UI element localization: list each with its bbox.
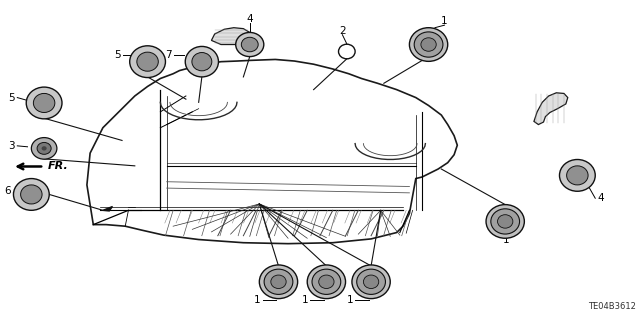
Text: 7: 7 <box>165 50 172 60</box>
Ellipse shape <box>566 166 588 185</box>
Text: 1: 1 <box>441 16 448 26</box>
Ellipse shape <box>319 275 334 288</box>
Ellipse shape <box>185 47 218 77</box>
Text: 2: 2 <box>339 26 346 36</box>
Text: 5: 5 <box>8 93 15 103</box>
Text: TE04B3612: TE04B3612 <box>588 302 636 311</box>
Text: FR.: FR. <box>47 161 68 172</box>
Ellipse shape <box>37 143 51 154</box>
Ellipse shape <box>352 265 390 299</box>
Ellipse shape <box>31 137 57 159</box>
Ellipse shape <box>13 179 49 210</box>
Ellipse shape <box>241 37 258 52</box>
Ellipse shape <box>271 275 286 288</box>
Ellipse shape <box>356 269 385 294</box>
Ellipse shape <box>491 209 520 234</box>
Ellipse shape <box>26 87 62 119</box>
Text: 1: 1 <box>503 234 510 245</box>
Ellipse shape <box>410 28 448 61</box>
Ellipse shape <box>130 46 166 78</box>
Ellipse shape <box>192 53 212 71</box>
Ellipse shape <box>264 269 293 294</box>
Ellipse shape <box>236 33 264 56</box>
Ellipse shape <box>559 160 595 191</box>
Polygon shape <box>103 206 113 211</box>
Text: 4: 4 <box>597 193 604 203</box>
Ellipse shape <box>137 52 158 71</box>
Ellipse shape <box>33 93 55 113</box>
Ellipse shape <box>364 275 379 288</box>
Ellipse shape <box>42 146 47 151</box>
Polygon shape <box>534 93 568 124</box>
Ellipse shape <box>259 265 298 299</box>
Text: 1: 1 <box>347 295 353 305</box>
Ellipse shape <box>414 32 443 57</box>
Text: 4: 4 <box>246 14 253 24</box>
Ellipse shape <box>20 185 42 204</box>
Ellipse shape <box>421 38 436 51</box>
Text: 6: 6 <box>4 186 10 196</box>
Text: 5: 5 <box>114 50 121 60</box>
Text: 1: 1 <box>254 295 260 305</box>
Polygon shape <box>211 28 251 45</box>
Text: 3: 3 <box>8 141 15 151</box>
Ellipse shape <box>307 265 346 299</box>
Text: 1: 1 <box>302 295 308 305</box>
Ellipse shape <box>497 215 513 228</box>
Ellipse shape <box>312 269 340 294</box>
Ellipse shape <box>486 204 524 238</box>
